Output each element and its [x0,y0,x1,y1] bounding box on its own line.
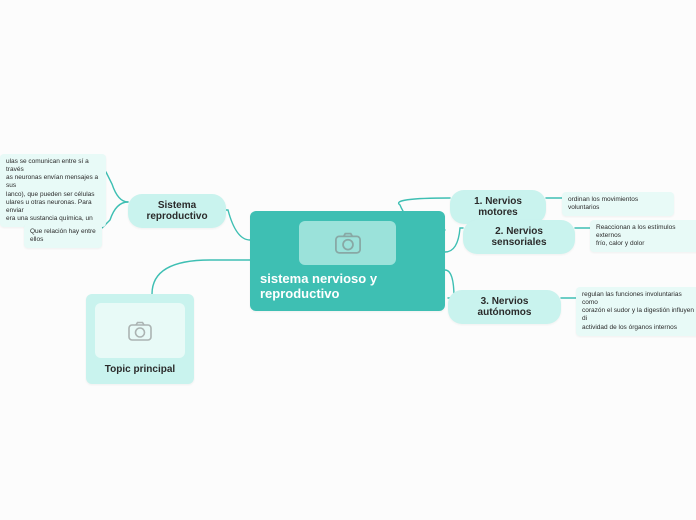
node-text: ordinan los movimientos voluntarios [568,196,638,211]
node-label: Sistema reproductivo [146,200,207,222]
node-nervios-autonomos-detail[interactable]: regulan las funciones involuntarias como… [576,287,696,336]
node-nervios-autonomos[interactable]: 3. Nervios autónomos [448,290,561,324]
camera-icon [127,321,153,341]
mindmap-canvas: sistema nervioso y reproductivo Topic pr… [0,0,696,520]
node-left-question[interactable]: Que relación hay entre ellos [24,224,102,248]
node-nervios-motores-detail[interactable]: ordinan los movimientos voluntarios [562,192,674,216]
node-label: 2. Nervios sensoriales [491,226,546,248]
camera-icon [334,232,362,254]
node-sistema-reproductivo[interactable]: Sistema reproductivo [128,194,226,228]
central-image-placeholder [299,221,396,265]
central-topic[interactable]: sistema nervioso y reproductivo [250,211,445,311]
node-nervios-sensoriales-detail[interactable]: Reaccionan a los estímulos externos frío… [590,220,696,252]
node-text: Reaccionan a los estímulos externos frío… [596,224,676,247]
node-label: 1. Nervios motores [474,196,522,218]
node-text: Que relación hay entre ellos [30,228,96,243]
topic-principal[interactable]: Topic principal [86,294,194,384]
node-text: ulas se comunican entre sí a través as n… [6,158,98,222]
node-nervios-sensoriales[interactable]: 2. Nervios sensoriales [463,220,575,254]
central-topic-label: sistema nervioso y reproductivo [260,271,435,301]
topic-image-placeholder [95,303,185,358]
node-left-note[interactable]: ulas se comunican entre sí a través as n… [0,154,106,227]
node-nervios-motores[interactable]: 1. Nervios motores [450,190,546,224]
node-text: regulan las funciones involuntarias como… [582,291,694,331]
node-label: 3. Nervios autónomos [478,296,532,318]
topic-principal-label: Topic principal [105,364,175,375]
